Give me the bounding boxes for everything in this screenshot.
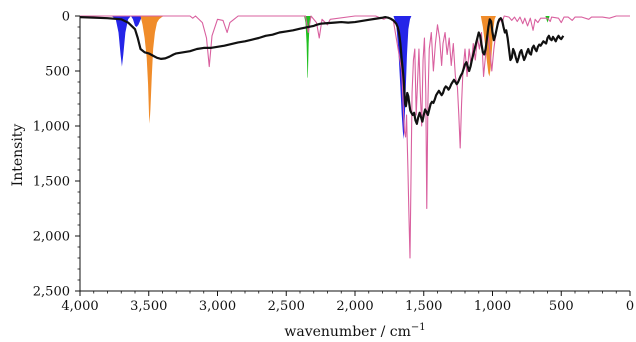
x-tick-label: 4,000 xyxy=(61,299,98,314)
x-tick-label: 500 xyxy=(549,299,574,314)
x-tick-label: 3,000 xyxy=(199,299,236,314)
filled-peak-7 xyxy=(545,16,550,23)
x-tick-label: 2,000 xyxy=(336,299,373,314)
series-line-1 xyxy=(80,15,630,259)
y-tick-label: 2,000 xyxy=(33,230,70,245)
x-tick-label: 2,500 xyxy=(268,299,305,314)
axes-layer xyxy=(79,16,630,292)
filled-peaks-layer xyxy=(111,16,550,140)
y-tick-label: 2,500 xyxy=(33,285,70,300)
x-tick-label: 1,500 xyxy=(405,299,442,314)
x-tick-label: 3,500 xyxy=(130,299,167,314)
tick-layer: 4,000 3,500 3,000 2,500 2,000 1,500 1,000 500 0 0… xyxy=(33,10,634,315)
y-tick-label: 1,500 xyxy=(33,175,70,190)
x-tick-label: 1,000 xyxy=(474,299,511,314)
filled-peak-4 xyxy=(304,16,311,78)
y-tick-label: 1,000 xyxy=(33,120,70,135)
x-axis-title-main: wavenumber / cm xyxy=(284,324,411,340)
filled-peak-3 xyxy=(140,16,164,124)
y-tick-label: 0 xyxy=(62,10,70,25)
filled-peak-2 xyxy=(130,16,144,27)
y-axis-title: Intensity xyxy=(10,124,26,187)
y-tick-label: 500 xyxy=(45,65,70,80)
series-line-2 xyxy=(79,16,565,125)
x-tick-label: 0 xyxy=(626,299,634,314)
filled-peak-1 xyxy=(111,16,131,67)
x-axis-title: wavenumber / cm−1 xyxy=(284,322,425,340)
x-axis-title-exponent: −1 xyxy=(411,322,426,333)
series-layer xyxy=(79,15,630,259)
